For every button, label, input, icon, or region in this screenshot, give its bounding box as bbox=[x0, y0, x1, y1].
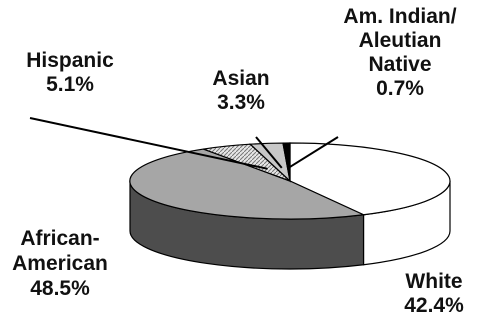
pie-side-walls bbox=[129, 180, 451, 270]
slice-category-label: Native bbox=[368, 53, 431, 76]
slice-value-label: 0.7% bbox=[376, 77, 424, 100]
slice-value-label: 3.3% bbox=[217, 91, 265, 114]
pie-slice-1 bbox=[129, 148, 366, 220]
slice-label-1: African-American 48.5% bbox=[12, 227, 108, 300]
slice-category-label: American bbox=[12, 252, 108, 275]
slice-category-label: Aleutian bbox=[359, 29, 442, 52]
slice-category-label: Hispanic bbox=[26, 49, 114, 72]
slice-category-label: African- bbox=[20, 227, 99, 250]
pie-top-faces bbox=[129, 142, 451, 220]
pie-slice-0 bbox=[289, 142, 451, 216]
slice-label-3: Asian 3.3% bbox=[212, 67, 269, 114]
slice-value-label: 5.1% bbox=[46, 73, 94, 96]
pie-slice-4 bbox=[282, 142, 291, 182]
slice-value-label: 42.4% bbox=[404, 294, 464, 317]
slice-label-4: Am. Indian/Aleutian Native 0.7% bbox=[343, 5, 456, 100]
slice-category-label: White bbox=[405, 270, 462, 293]
slice-category-label: Am. Indian/ bbox=[343, 5, 456, 28]
leader-line-2 bbox=[29, 117, 268, 170]
slice-label-2: Hispanic 5.1% bbox=[26, 49, 114, 96]
slice-value-label: 48.5% bbox=[30, 277, 90, 300]
leader-line-3 bbox=[255, 136, 283, 169]
slice-label-0: White 42.4% bbox=[404, 270, 464, 317]
slice-labels: White 42.4% African-American 48.5% Hispanic 5… bbox=[12, 5, 464, 317]
leader-line-4 bbox=[288, 136, 339, 169]
slice-category-label: Asian bbox=[212, 67, 269, 90]
leader-lines bbox=[29, 117, 339, 170]
